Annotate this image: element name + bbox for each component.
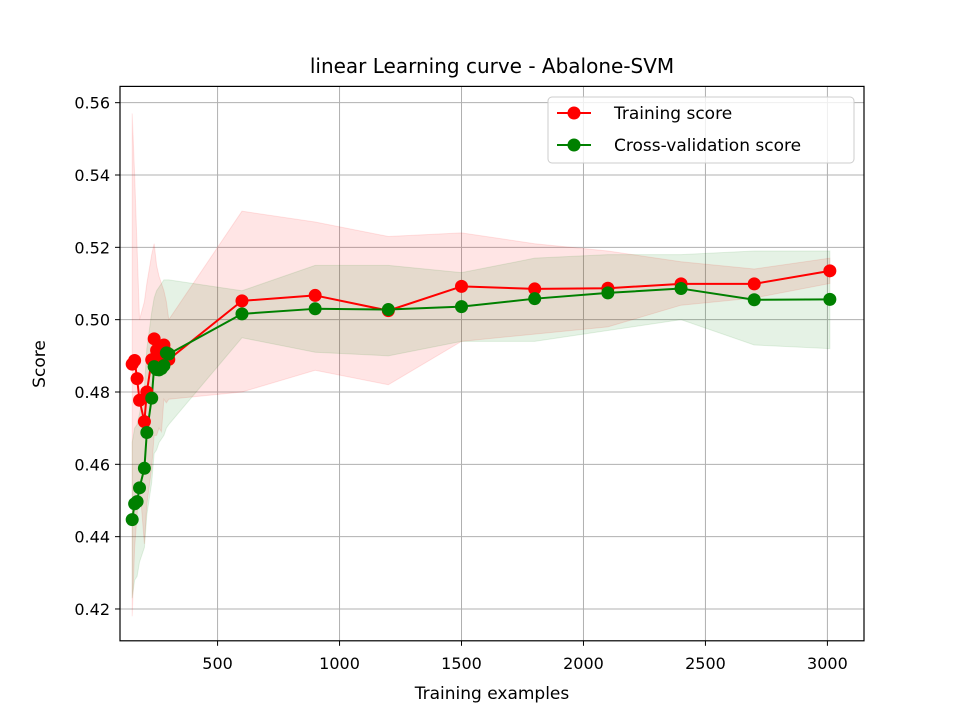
- data-point-0: [747, 277, 761, 291]
- data-point-0: [455, 279, 469, 293]
- data-point-1: [130, 495, 144, 509]
- confidence-band-0: [131, 113, 831, 617]
- y-axis-ticks: 0.42 0.44 0.46 0.48 0.50 0.52 0.54 0.56: [74, 94, 120, 619]
- y-tick-label: 0.56: [74, 94, 110, 113]
- legend-marker-training: [567, 106, 581, 120]
- data-point-0: [823, 264, 837, 278]
- data-point-1: [145, 391, 159, 405]
- x-tick-label: 2000: [563, 654, 604, 673]
- data-point-0: [235, 294, 249, 308]
- chart-title: linear Learning curve - Abalone-SVM: [310, 54, 674, 78]
- x-tick-label: 500: [202, 654, 233, 673]
- data-point-0: [137, 415, 151, 429]
- data-point-1: [381, 303, 395, 317]
- data-point-0: [130, 372, 144, 386]
- data-point-1: [674, 282, 688, 296]
- data-point-1: [137, 461, 151, 475]
- y-tick-label: 0.44: [74, 528, 110, 547]
- data-point-1: [162, 347, 176, 361]
- x-tick-label: 2500: [685, 654, 726, 673]
- x-axis-ticks: 500 1000 1500 2000 2500 3000: [202, 640, 848, 673]
- data-point-0: [308, 288, 322, 302]
- confidence-bands: [131, 113, 831, 617]
- series-points: [125, 264, 837, 527]
- data-point-1: [455, 300, 469, 314]
- y-tick-label: 0.50: [74, 311, 110, 330]
- legend-label-cross-validation: Cross-validation score: [614, 136, 801, 156]
- data-point-1: [133, 481, 147, 495]
- data-point-1: [308, 302, 322, 316]
- data-point-1: [747, 293, 761, 307]
- y-tick-label: 0.54: [74, 166, 110, 185]
- x-tick-label: 1000: [319, 654, 360, 673]
- y-tick-label: 0.52: [74, 238, 110, 257]
- data-point-0: [128, 354, 142, 368]
- legend-box: [547, 96, 855, 164]
- legend-label-training: Training score: [613, 104, 732, 124]
- data-point-1: [528, 292, 542, 306]
- data-point-1: [601, 286, 615, 300]
- data-point-1: [823, 292, 837, 306]
- data-point-0: [528, 282, 542, 296]
- y-tick-label: 0.46: [74, 455, 110, 474]
- data-point-1: [157, 359, 171, 373]
- x-tick-label: 1500: [441, 654, 482, 673]
- legend-marker-cross-validation: [567, 138, 581, 152]
- legend: Training score Cross-validation score: [547, 96, 855, 164]
- x-axis-label: Training examples: [414, 684, 570, 704]
- y-tick-label: 0.48: [74, 383, 110, 402]
- y-axis-label: Score: [30, 340, 50, 388]
- data-point-0: [147, 332, 161, 346]
- data-point-1: [140, 425, 154, 439]
- data-point-1: [235, 307, 249, 321]
- grid: [120, 86, 864, 641]
- x-tick-label: 3000: [807, 654, 848, 673]
- y-tick-label: 0.42: [74, 600, 110, 619]
- data-point-1: [125, 513, 139, 527]
- plot-area-frame: [119, 85, 865, 642]
- confidence-band-1: [131, 250, 831, 599]
